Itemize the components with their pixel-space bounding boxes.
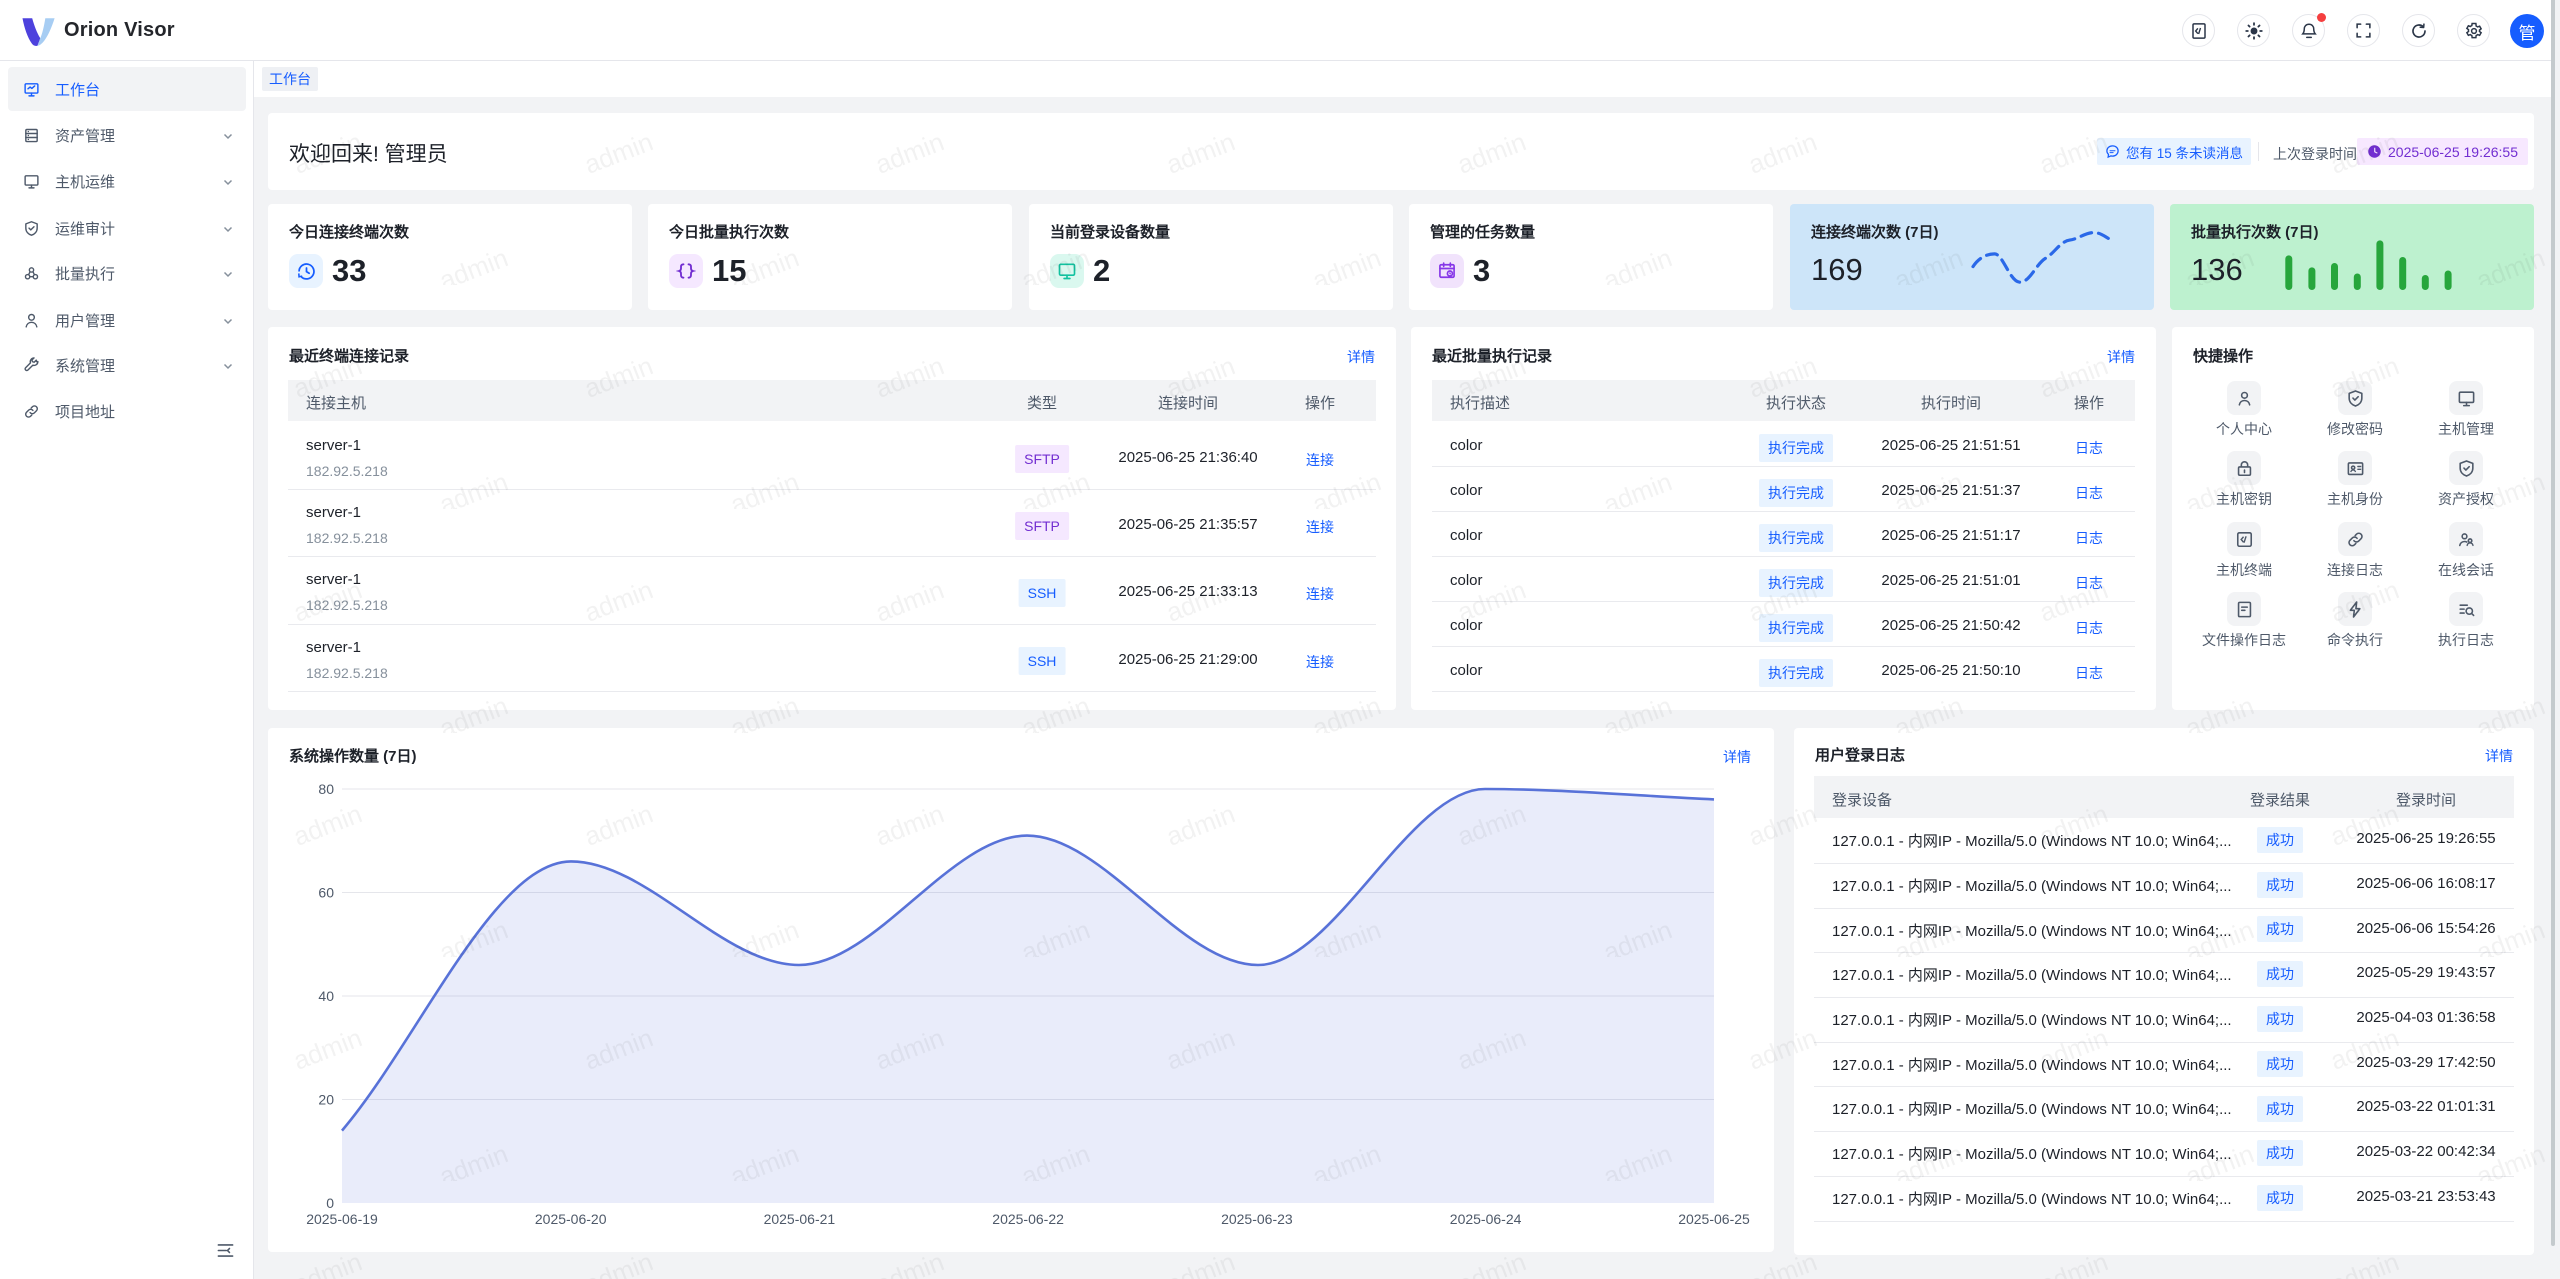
svg-text:0: 0 <box>326 1195 334 1211</box>
svg-text:2025-06-24: 2025-06-24 <box>1450 1211 1522 1227</box>
svg-text:60: 60 <box>318 885 334 901</box>
svg-text:2025-06-19: 2025-06-19 <box>306 1211 378 1227</box>
svg-text:2025-06-20: 2025-06-20 <box>535 1211 607 1227</box>
svg-text:2025-06-21: 2025-06-21 <box>764 1211 836 1227</box>
svg-text:80: 80 <box>318 781 334 797</box>
svg-text:2025-06-22: 2025-06-22 <box>992 1211 1064 1227</box>
svg-text:2025-06-25: 2025-06-25 <box>1678 1211 1750 1227</box>
svg-text:2025-06-23: 2025-06-23 <box>1221 1211 1293 1227</box>
svg-text:20: 20 <box>318 1092 334 1108</box>
svg-text:40: 40 <box>318 988 334 1004</box>
